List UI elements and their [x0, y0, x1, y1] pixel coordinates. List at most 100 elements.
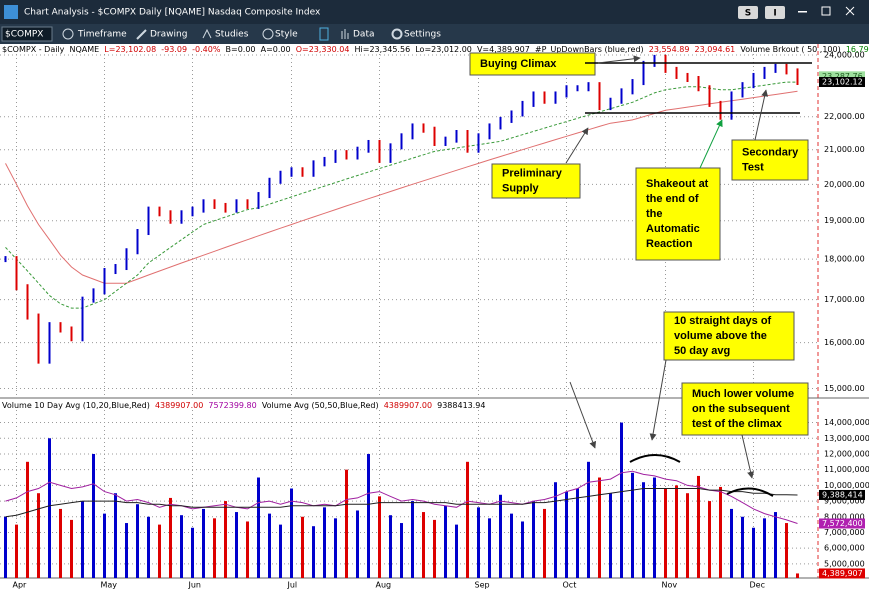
annotation-box — [635, 167, 721, 261]
last-value-label: 23,287.76 — [822, 72, 863, 81]
info-text: Volume Brkout ( 50 ,100) — [740, 45, 845, 54]
volume-bar — [59, 508, 62, 578]
volume-bar — [796, 573, 799, 578]
arrow — [565, 127, 589, 164]
volume-bar — [279, 524, 282, 578]
info-text: 9388413.94 — [437, 401, 485, 410]
annotation-text: Secondary — [742, 146, 799, 158]
annotation-box — [491, 163, 581, 199]
x-tick-label: Sep — [475, 581, 490, 590]
volume-bar — [224, 501, 227, 578]
average-line — [5, 470, 798, 524]
y-tick-label: 16,000.00 — [824, 338, 865, 347]
maximize[interactable] — [821, 6, 831, 16]
annotation-box — [469, 52, 596, 76]
info-text: Volume Avg (50,50,Blue,Red) — [262, 401, 384, 410]
layout-icon[interactable] — [319, 27, 329, 41]
volume-bar — [257, 477, 260, 578]
volume-bar — [345, 469, 348, 578]
arrow — [741, 434, 754, 479]
annotation-box — [681, 382, 809, 436]
volume-bar — [114, 493, 117, 578]
annotation-box — [731, 139, 809, 181]
volume-bar — [400, 523, 403, 578]
annotation-text: Preliminary — [502, 167, 563, 179]
info-text: B=0.00 A=0.00 — [226, 45, 296, 54]
info-text: L=23,102.08 -93.09 -0.40% — [104, 45, 225, 54]
y-tick-label: 5,000,000 — [824, 559, 865, 568]
y-tick-label: 18,000.00 — [824, 255, 865, 264]
volume-bar — [697, 475, 700, 578]
last-value-label: 4,389,907 — [822, 569, 863, 578]
volume-bar — [675, 485, 678, 578]
annotation-text: test of the climax — [692, 418, 783, 430]
last-value-badge — [819, 568, 865, 579]
volume-bar — [785, 523, 788, 578]
x-tick-label: Dec — [750, 581, 765, 590]
info-text: 23,554.89 23,094.61 — [649, 45, 741, 54]
annotation-lines — [565, 55, 812, 497]
volume-bar — [708, 501, 711, 578]
volume-bar — [609, 493, 612, 578]
plot-area — [0, 44, 818, 578]
volume-bar — [268, 513, 271, 578]
annotation-text: the — [646, 208, 663, 220]
volume-bar — [565, 491, 568, 578]
volume-bar — [422, 512, 425, 578]
style-icon — [262, 28, 274, 40]
info-text: Volume 10 Day Avg (10,20,Blue,Red) — [2, 401, 155, 410]
volume-bar — [180, 515, 183, 578]
volume-bar — [213, 518, 216, 578]
y-tick-label: 8,000,000 — [824, 512, 865, 521]
window-title: Chart Analysis - $COMPX Daily [NQAME] Na… — [24, 8, 321, 18]
volume-bar — [763, 518, 766, 578]
arrow — [699, 119, 723, 169]
arrow — [569, 381, 597, 449]
volume-bar — [620, 422, 623, 578]
app-icon — [4, 5, 18, 19]
drawing-menu[interactable]: Drawing — [150, 30, 187, 40]
info-line: $COMPX - Daily NQAME L=23,102.08 -93.09 … — [2, 45, 869, 54]
symbol-box[interactable] — [1, 26, 53, 42]
y-tick-label: 11,000,000 — [824, 465, 869, 474]
y-tick-label: 20,000.00 — [824, 180, 865, 189]
volume-bar — [323, 507, 326, 578]
volume-bar — [521, 521, 524, 578]
arrow — [754, 89, 769, 141]
volume-bar — [147, 516, 150, 578]
volume-bar — [719, 486, 722, 578]
arrow — [597, 55, 641, 64]
volume-bar — [477, 507, 480, 578]
studies-menu[interactable]: Studies — [215, 30, 249, 40]
annotation-text: Supply — [502, 182, 540, 194]
minimize[interactable] — [798, 11, 807, 13]
timeframe-menu[interactable]: Timeframe — [77, 30, 127, 40]
s-button[interactable] — [738, 6, 758, 19]
data-menu[interactable]: Data — [353, 30, 375, 40]
settings-icon — [391, 28, 403, 40]
studies-icon — [202, 28, 212, 39]
volume-bar — [312, 526, 315, 578]
last-value-badge — [819, 489, 865, 500]
volume-bar — [26, 461, 29, 578]
x-tick-label: Oct — [563, 581, 577, 590]
volume-bar — [411, 501, 414, 578]
volume-bar — [125, 523, 128, 578]
info-text: 4389907.00 — [155, 401, 208, 410]
volume-bar — [499, 494, 502, 578]
style-menu[interactable]: Style — [275, 30, 298, 40]
volume-bar — [81, 501, 84, 578]
symbol[interactable]: $COMPX — [5, 30, 43, 40]
volume-bar — [444, 505, 447, 578]
volume-bar — [48, 438, 51, 578]
last-value-label: 7,572,400 — [822, 519, 863, 528]
x-tick-label: Jul — [287, 581, 298, 590]
volume-bar — [488, 518, 491, 578]
annotation-text: 10 straight days of — [674, 315, 772, 327]
i-button[interactable] — [765, 6, 785, 19]
settings-menu[interactable]: Settings — [404, 30, 441, 40]
volume-bar — [664, 488, 667, 578]
volume-bar — [752, 527, 755, 578]
close[interactable] — [845, 6, 855, 16]
